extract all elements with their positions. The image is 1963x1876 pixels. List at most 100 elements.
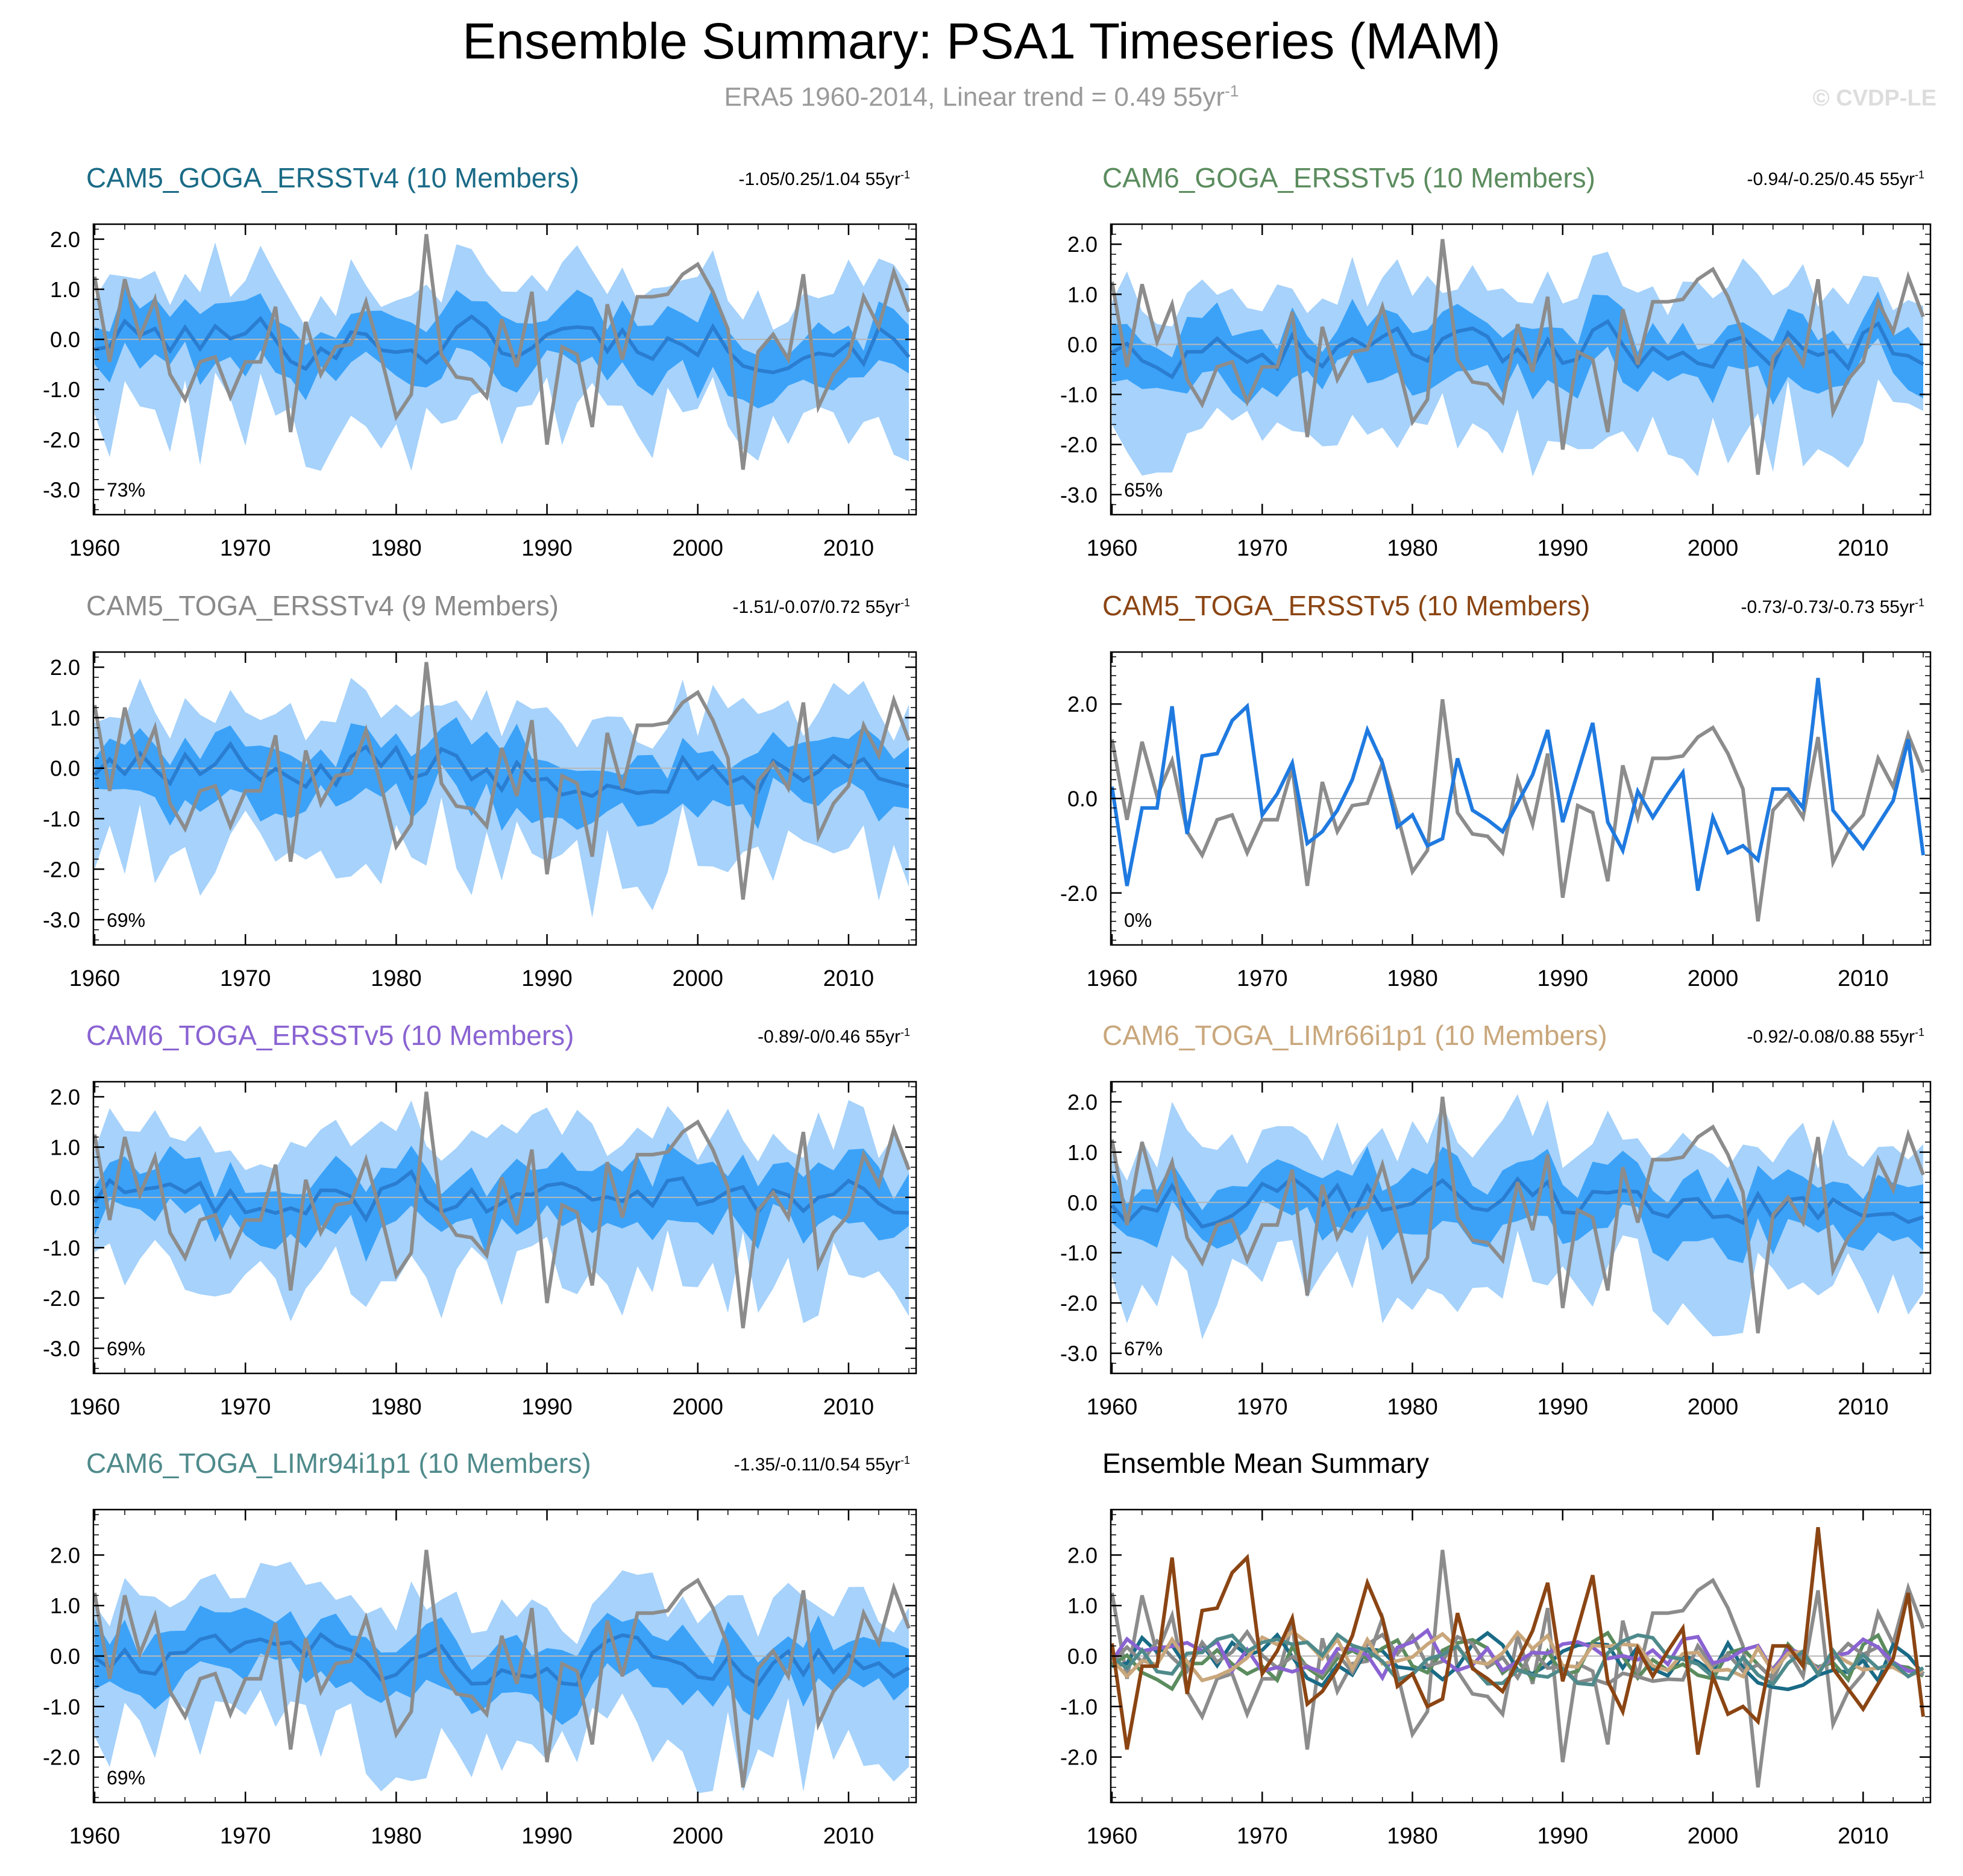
x-tick-label: 1990 [1537, 966, 1589, 991]
y-tick-label: -3.0 [1060, 1341, 1098, 1366]
x-tick-label: 2010 [1838, 536, 1889, 561]
trend-text: -0.89/-0/0.46 55yr [758, 1027, 900, 1047]
y-tick-label: 1.0 [1067, 1593, 1098, 1618]
y-tick-label: 1.0 [1067, 282, 1098, 307]
trend-text: -0.94/-0.25/0.45 55yr [1747, 169, 1915, 189]
panel-title: CAM6_TOGA_LIMr66i1p1 (10 Members) [1102, 1020, 1607, 1051]
x-tick-label: 2000 [672, 1394, 723, 1420]
panel-2: 2.0 1.0 0.0 -1.0 -2.0 -3.0 1960 1970 1980 1990 200… [1060, 223, 1932, 561]
x-tick-label: 2000 [672, 966, 723, 991]
panel-5: 2.0 1.0 0.0 -1.0 -2.0 -3.0 1960 1970 1980 1990 200… [43, 1081, 917, 1420]
x-tick-label: 1960 [69, 966, 121, 991]
percent-label: 65% [1124, 479, 1163, 501]
panel-title: CAM5_GOGA_ERSSTv4 (10 Members) [86, 162, 580, 193]
panel-7: 2.0 1.0 0.0 -1.0 -2.0 1960 1970 1980 1990 2000 201… [43, 1508, 917, 1849]
page-title: Ensemble Summary: PSA1 Timeseries (MAM) [462, 13, 1501, 69]
x-tick-label: 1960 [69, 536, 121, 561]
percent-label: 69% [107, 909, 145, 931]
x-tick-label: 2000 [1688, 1824, 1739, 1849]
ensemble-mean-line [94, 314, 911, 375]
y-tick-label: -2.0 [1060, 1291, 1098, 1316]
y-tick-label: -3.0 [43, 908, 80, 932]
y-tick-label: -1.0 [1060, 1241, 1098, 1266]
y-tick-label: -2.0 [1060, 881, 1098, 906]
era5-observed-line [1111, 239, 1925, 475]
x-tick-label: 1970 [220, 1394, 271, 1420]
x-tick-label: 2010 [823, 536, 875, 561]
y-tick-label: 2.0 [1067, 1090, 1098, 1114]
trend-text: -1.51/-0.07/0.72 55yr [732, 597, 900, 617]
x-tick-label: 1960 [69, 1824, 121, 1849]
x-tick-label: 1980 [371, 1824, 422, 1849]
panel-1: 2.0 1.0 0.0 -1.0 -2.0 -3.0 1960 1970 1980 1990 200… [43, 223, 917, 561]
plot-frame [1110, 1081, 1932, 1375]
y-tick-label: 2.0 [50, 1543, 80, 1567]
single-member-line [1111, 677, 1925, 891]
y-tick-label: -3.0 [43, 477, 80, 502]
subtitle-unit-exponent: -1 [1225, 82, 1239, 100]
panel-trend-label: -1.05/0.25/1.04 55yr-1 [738, 169, 910, 190]
panel-title: CAM5_TOGA_ERSSTv4 (9 Members) [86, 590, 559, 621]
plot-frame [1110, 223, 1932, 516]
x-tick-label: 1980 [371, 536, 422, 561]
plot-area [93, 1549, 916, 1793]
panel-3: 2.0 1.0 0.0 -1.0 -2.0 -3.0 1960 1970 1980 1990 200… [43, 651, 917, 991]
x-tick-label: 1960 [1087, 536, 1138, 561]
y-tick-label: -2.0 [43, 1745, 80, 1770]
ensemble-outer-band [1112, 251, 1923, 477]
y-tick-label: -1.0 [43, 807, 80, 832]
y-tick-label: -2.0 [43, 427, 80, 452]
percent-label: 0% [1124, 909, 1152, 931]
x-tick-label: 1990 [521, 536, 573, 561]
era5-observed-line [93, 1091, 911, 1329]
x-tick-label: 1970 [1237, 1824, 1288, 1849]
x-tick-label: 1960 [69, 1394, 121, 1420]
y-tick-label: 2.0 [50, 655, 80, 680]
trend-exponent: -1 [1914, 597, 1924, 609]
y-tick-label: 0.0 [1067, 1190, 1098, 1215]
trend-exponent: -1 [1914, 169, 1924, 181]
y-tick-label: -1.0 [1060, 1695, 1098, 1719]
ensemble-mean-line [1111, 319, 1924, 380]
x-tick-label: 1970 [220, 1824, 271, 1849]
y-tick-label: 2.0 [50, 227, 80, 252]
watermark: © CVDP-LE [1812, 86, 1936, 111]
plot-area [1111, 239, 1930, 477]
panel-4: 2.0 0.0 -2.0 1960 1970 1980 1990 2000 2010 0% [1060, 651, 1932, 991]
x-tick-label: 1970 [1237, 1394, 1288, 1420]
x-tick-label: 2000 [672, 536, 723, 561]
panel-title: CAM5_TOGA_ERSSTv5 (10 Members) [1102, 590, 1591, 621]
era5-observed-line [93, 234, 911, 470]
plot-area [93, 662, 916, 918]
plot-area [1111, 677, 1930, 922]
y-tick-label: 0.0 [1067, 332, 1098, 357]
percent-label: 73% [107, 479, 145, 501]
y-tick-label: -3.0 [1060, 483, 1098, 507]
x-tick-label: 1960 [1087, 1394, 1138, 1420]
y-tick-label: 2.0 [1067, 232, 1098, 257]
panel-6: 2.0 1.0 0.0 -1.0 -2.0 -3.0 1960 1970 1980 1990 200… [1060, 1081, 1932, 1420]
x-tick-label: 2000 [1688, 536, 1739, 561]
x-tick-label: 1990 [1537, 1824, 1589, 1849]
y-tick-label: 1.0 [50, 277, 80, 302]
trend-exponent: -1 [1914, 1026, 1924, 1038]
page-subtitle: ERA5 1960-2014, Linear trend = 0.49 55yr… [0, 82, 1963, 113]
y-tick-label: 1.0 [1067, 1140, 1098, 1165]
plot-area [93, 234, 916, 471]
y-tick-label: 0.0 [50, 756, 80, 781]
x-tick-label: 2010 [1838, 1394, 1889, 1420]
y-tick-label: 1.0 [50, 1593, 80, 1618]
plot-area [93, 1091, 916, 1329]
x-tick-label: 2000 [1688, 966, 1739, 991]
y-tick-label: 0.0 [50, 1185, 80, 1210]
x-tick-label: 1990 [1537, 1394, 1589, 1420]
era5-observed-line [1111, 1096, 1925, 1334]
x-tick-label: 1960 [1087, 966, 1138, 991]
y-tick-label: -2.0 [43, 857, 80, 882]
panel-title: CAM6_TOGA_LIMr94i1p1 (10 Members) [86, 1448, 591, 1479]
ensemble-mean-line [93, 1632, 910, 1687]
y-tick-label: 1.0 [50, 706, 80, 730]
y-tick-label: -2.0 [1060, 1745, 1098, 1770]
trend-exponent: -1 [900, 1454, 910, 1466]
